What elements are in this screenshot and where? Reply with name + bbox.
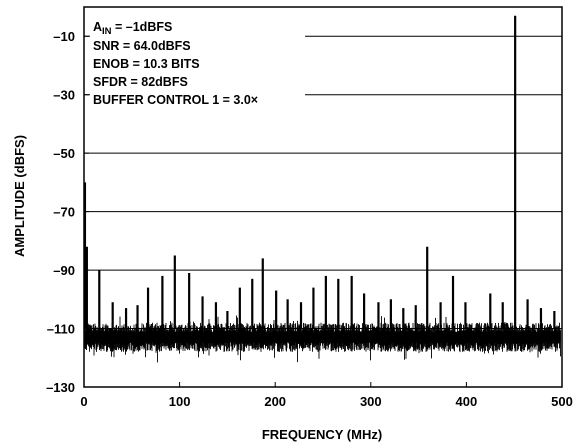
y-tick-label: –50 — [53, 146, 75, 161]
y-tick-label: –90 — [53, 263, 75, 278]
noise-floor — [84, 315, 561, 363]
y-tick-label: –30 — [53, 88, 75, 103]
x-tick-label: 100 — [169, 394, 191, 409]
annotation-enob: ENOB = 10.3 BITS — [93, 57, 200, 71]
x-axis-label: FREQUENCY (MHz) — [262, 427, 382, 442]
plot-frame — [83, 6, 563, 388]
x-tick-label: 500 — [551, 394, 573, 409]
x-tick-label: 0 — [80, 394, 87, 409]
axis-ticks — [83, 35, 563, 388]
annotation-backdrop — [90, 18, 305, 116]
annotation-sfdr: SFDR = 82dBFS — [93, 75, 188, 89]
x-tick-labels: 0 100 200 300 400 500 — [80, 394, 572, 409]
y-tick-label: –130 — [46, 380, 75, 395]
annotation-ain-subscript: IN — [102, 26, 112, 37]
annotation-snr: SNR = 64.0dBFS — [93, 39, 191, 53]
x-tick-label: 400 — [456, 394, 478, 409]
annotation-ain: AIN = –1dBFS — [93, 20, 172, 37]
annotation-buffer: BUFFER CONTROL 1 = 3.0× — [93, 93, 258, 107]
noise-trace — [84, 315, 561, 363]
x-tick-label: 300 — [360, 394, 382, 409]
x-tick-label: 200 — [264, 394, 286, 409]
y-tick-labels: –130 –110 –90 –70 –50 –30 –10 — [46, 29, 75, 395]
annotation-block: AIN = –1dBFS SNR = 64.0dBFS ENOB = 10.3 … — [90, 18, 305, 116]
spectral-peaks — [83, 15, 556, 329]
annotation-ain-value: = –1dBFS — [112, 20, 173, 34]
y-tick-label: –70 — [53, 205, 75, 220]
y-tick-label: –10 — [53, 29, 75, 44]
y-tick-label: –110 — [47, 322, 75, 337]
y-axis-label: AMPLITUDE (dBFS) — [12, 135, 27, 257]
